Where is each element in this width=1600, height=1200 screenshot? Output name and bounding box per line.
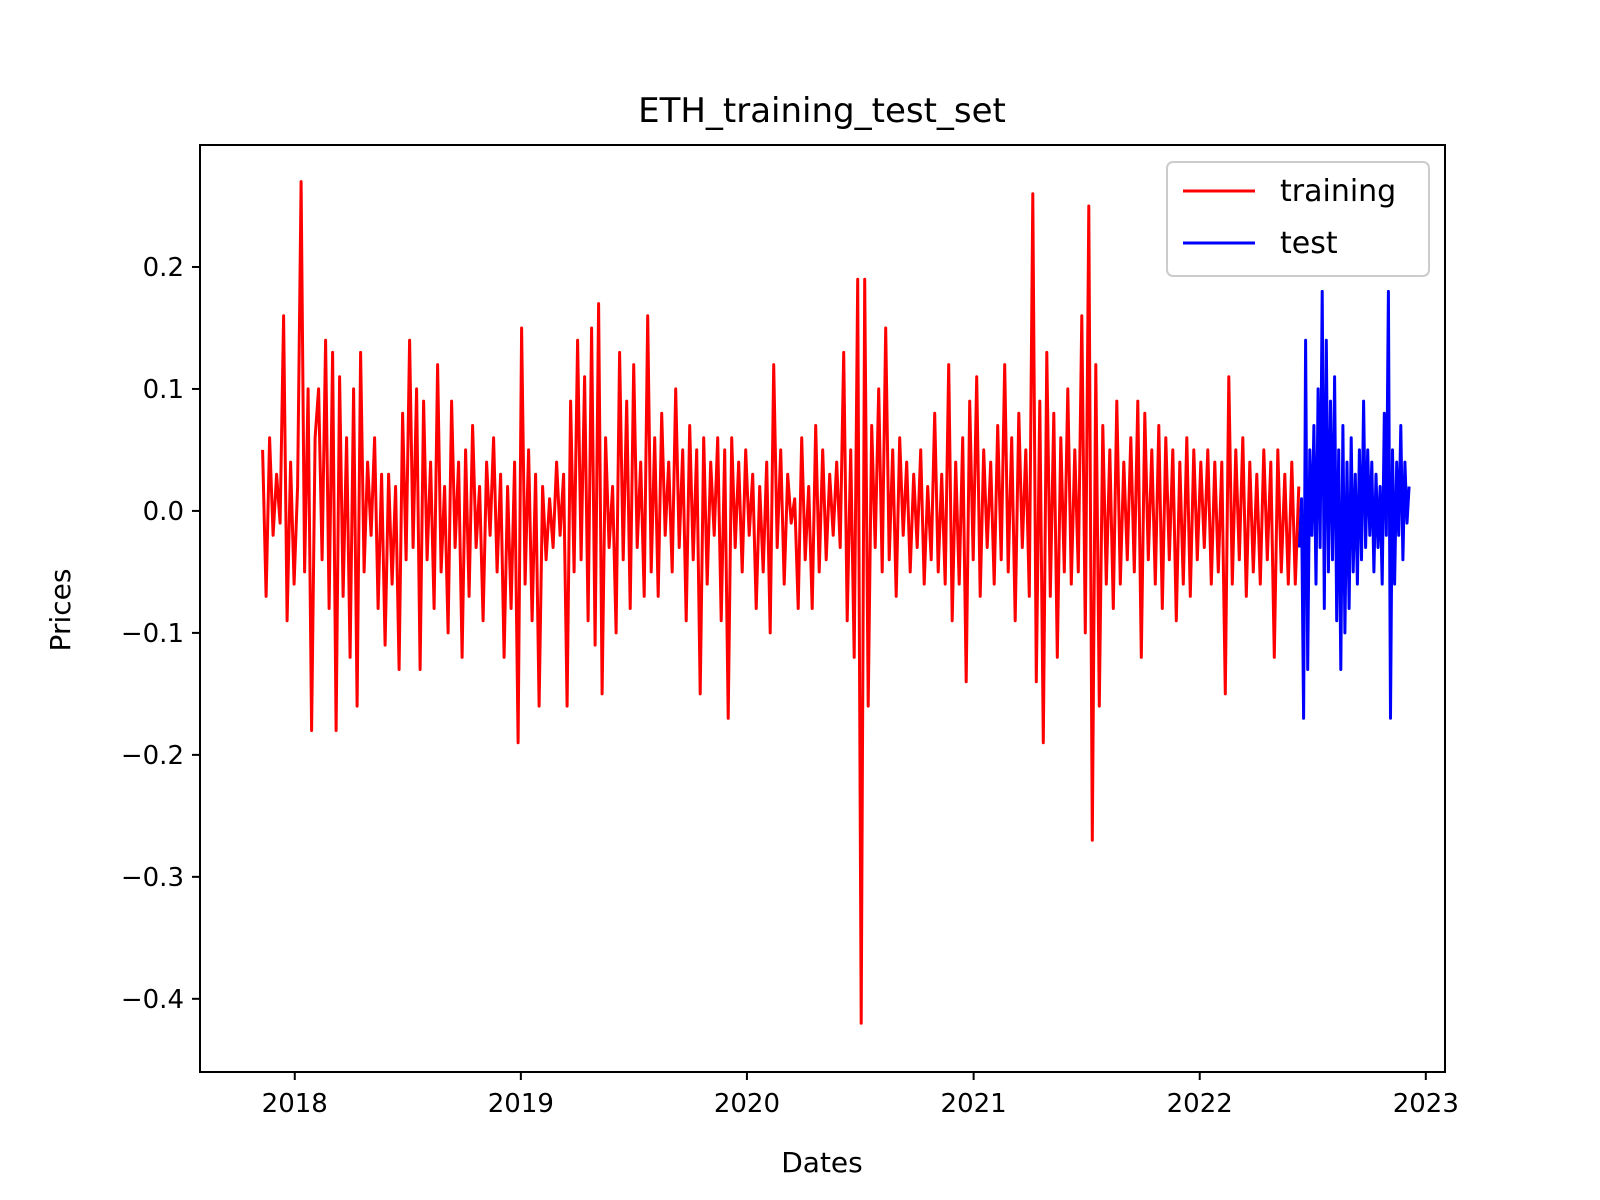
legend-label-test: test <box>1280 226 1338 261</box>
series-line-training <box>261 180 1301 1025</box>
y-tick-label-6: −0.4 <box>121 985 184 1015</box>
legend-label-training: training <box>1280 174 1396 209</box>
x-tick-label-2022: 2022 <box>1167 1089 1233 1119</box>
x-tick-label-2019: 2019 <box>488 1089 554 1119</box>
y-tick-label-2: 0.0 <box>143 497 184 527</box>
series-line-test <box>1297 289 1411 720</box>
x-tick-label-2023: 2023 <box>1393 1089 1459 1119</box>
x-axis-ticks: 2018 2019 2020 2021 2022 2023 <box>262 1072 1459 1119</box>
y-tick-label-3: −0.1 <box>121 619 184 649</box>
y-tick-label-5: −0.3 <box>121 863 184 893</box>
plot-frame <box>199 144 1446 1073</box>
series-layer <box>261 180 1411 1025</box>
x-tick-label-2021: 2021 <box>941 1089 1007 1119</box>
y-tick-label-4: −0.2 <box>121 741 184 771</box>
y-tick-label-1: 0.1 <box>143 375 184 405</box>
x-tick-label-2020: 2020 <box>714 1089 780 1119</box>
x-tick-label-2018: 2018 <box>262 1089 328 1119</box>
y-axis-label: Prices <box>44 569 77 652</box>
y-tick-label-0: 0.2 <box>143 253 184 283</box>
y-axis-ticks: 0.2 0.1 0.0 −0.1 −0.2 −0.3 −0.4 <box>121 253 200 1015</box>
chart-title: ETH_training_test_set <box>638 91 1006 131</box>
x-axis-label: Dates <box>781 1146 863 1179</box>
legend: training test <box>1166 161 1430 277</box>
